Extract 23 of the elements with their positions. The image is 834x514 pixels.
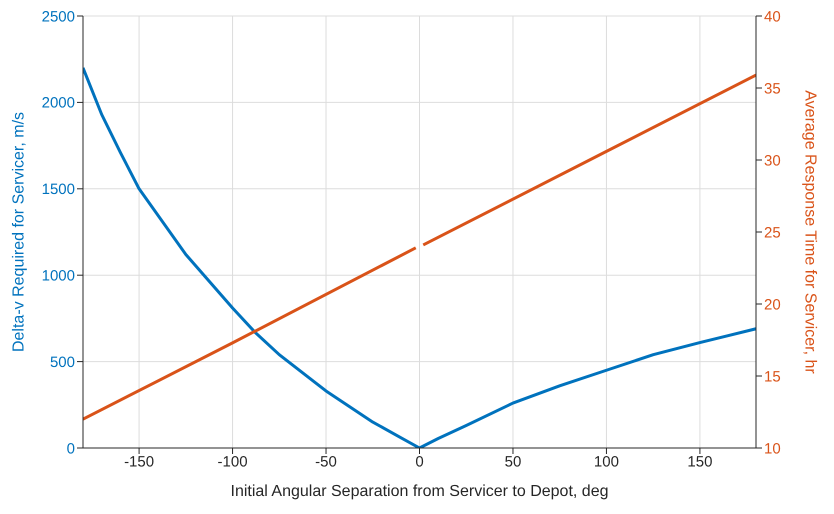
y-tick-label: 1500 [42,181,75,198]
x-tick-label: 50 [504,454,522,471]
y-tick-label: 2500 [42,8,75,26]
x-tick-label: -100 [218,454,248,471]
y2-tick-label: 30 [764,152,781,170]
x-tick-label: -50 [315,454,337,471]
y2-tick-label: 25 [764,224,781,242]
y-tick-label: 0 [66,440,75,458]
y-tick-label: 1000 [42,268,75,285]
y2-tick-label: 10 [764,440,781,458]
x-tick-label: 150 [687,454,712,471]
x-tick-label: 0 [415,454,424,471]
y-tick-label: 2000 [42,94,75,112]
y2-tick-label: 35 [764,80,781,98]
y2-tick-label: 20 [764,296,781,314]
y2-tick-label: 15 [764,368,781,386]
y2-axis-title: Average Response Time for Servicer, hr [801,90,818,374]
x-tick-label: 100 [594,454,619,471]
y2-tick-label: 40 [764,8,781,26]
y-axis-title: Delta-v Required for Servicer, m/s [10,112,28,352]
x-tick-label: -150 [124,454,154,471]
x-axis-title: Initial Angular Separation from Servicer to Depot, deg [230,483,608,500]
y-tick-label: 500 [50,354,75,371]
